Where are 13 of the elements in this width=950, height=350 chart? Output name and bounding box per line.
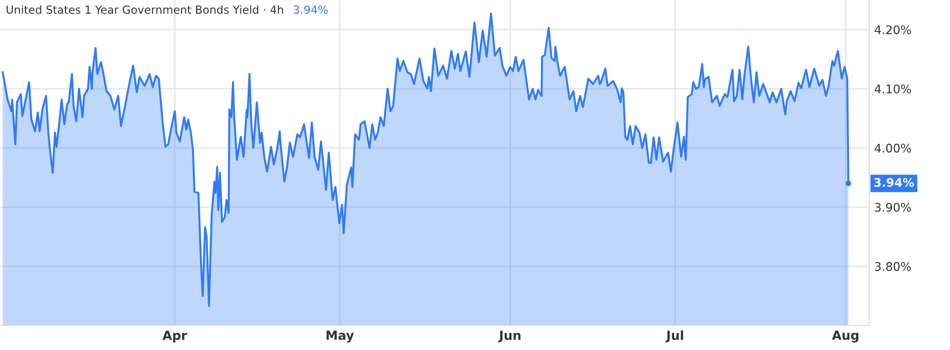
x-tick-label: Apr — [162, 330, 188, 342]
y-tick-label: 4.00% — [874, 144, 911, 153]
chart-title: United States 1 Year Government Bonds Yield · 4h — [6, 5, 284, 14]
x-tick-label: Aug — [832, 330, 858, 342]
chart-subtitle: 3.94% — [294, 5, 328, 14]
annotation: 3.94% — [874, 178, 914, 187]
y-tick-label: 3.90% — [875, 202, 911, 212]
x-tick-label: May — [326, 330, 354, 342]
y-tick-label: 4.10% — [874, 84, 911, 94]
y-tick-label: 3.80% — [875, 262, 911, 271]
y-tick-label: 4.20% — [874, 25, 911, 34]
x-tick-label: Jul — [666, 330, 684, 342]
x-tick-label: Jun — [498, 330, 520, 342]
